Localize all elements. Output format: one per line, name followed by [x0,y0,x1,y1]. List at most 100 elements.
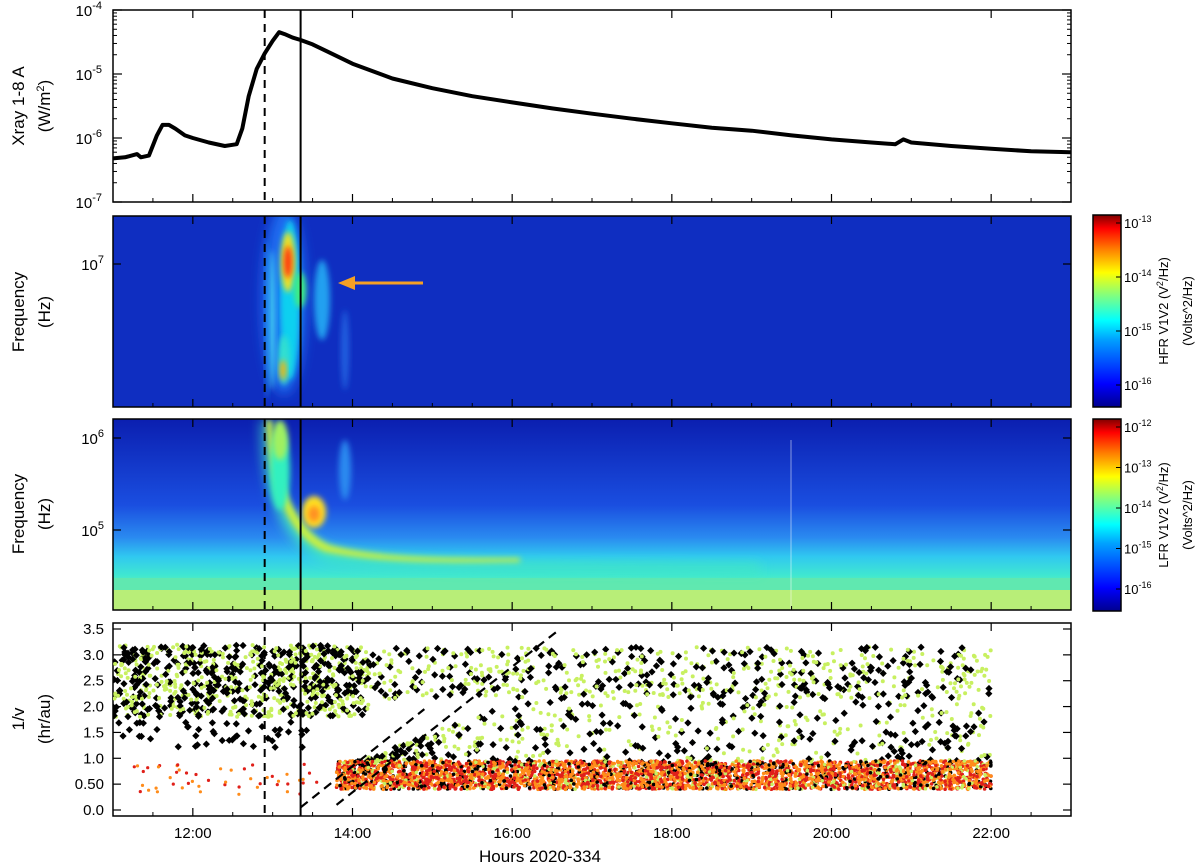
scatter-point [398,670,403,675]
scatter-point [338,783,342,788]
scatter-point [956,665,961,670]
scatter-point [202,740,210,748]
scatter-point [233,646,241,655]
scatter-point [640,683,645,688]
hfr-cb-tick-label: 10-14 [1124,268,1151,285]
scatter-point [440,668,445,673]
scatter-point [674,652,683,660]
scatter-point [920,687,924,692]
scatter-point [592,727,600,736]
scatter-point [865,662,870,667]
scatter-point [275,783,279,787]
scatter-point [271,726,279,734]
scatter-point [316,641,325,650]
scatter-point [604,727,608,732]
scatter-point [483,693,488,698]
scatter-point [230,676,235,681]
scatter-point [725,661,733,669]
scatter-point [389,658,394,663]
scatter-point [901,774,906,779]
scatter-point [687,693,695,701]
scatter-point [466,682,471,686]
scatter-point [506,760,511,765]
scatter-point [505,683,509,688]
scatter-point [687,784,691,788]
scatter-point [556,740,561,745]
scatter-point [889,657,897,665]
scatter-point [382,649,387,654]
scatter-point [174,693,182,702]
scatter-point [945,731,950,736]
scatter-point [847,688,851,693]
scatter-point [520,656,524,661]
scatter-point [302,677,310,686]
scatter-point [542,759,546,763]
scatter-point [165,662,173,670]
scatter-point [438,672,447,680]
scatter-point [790,668,798,676]
scatter-point [167,694,175,702]
scatter-point [247,685,252,690]
scatter-point [474,747,479,752]
scatter-point [505,645,510,650]
scatter-point [892,675,897,680]
scatter-point [989,760,993,765]
scatter-point [208,663,216,672]
scatter-point [951,652,959,660]
scatter-point [754,664,762,672]
scatter-point [914,688,922,697]
scatter-point [984,667,989,672]
scatter-point [848,684,853,689]
scatter-point [627,681,635,689]
scatter-point [124,658,133,666]
scatter-point [579,773,584,778]
scatter-point [210,730,218,738]
scatter-point [767,646,775,654]
scatter-point [512,665,520,673]
scatter-point [577,767,582,772]
scatter-point [211,658,216,662]
scatter-point [861,647,869,655]
scatter-point [231,653,239,661]
scatter-point [214,681,222,689]
scatter-point [741,666,746,671]
scatter-point [442,736,447,741]
scatter-point [345,696,350,701]
scatter-point [270,774,274,779]
scatter-point [867,664,876,672]
scatter-point [558,663,566,671]
scatter-point [857,770,862,775]
scatter-point [905,660,913,669]
scatter-point [466,648,475,657]
scatter-point [583,651,591,659]
scatter-point [516,749,520,754]
scatter-point [275,687,283,695]
scatter-point [812,677,820,685]
scatter-point [231,678,240,686]
scatter-point [731,675,736,680]
scatter-point [618,760,623,765]
scatter-point [859,653,864,658]
scatter-point [798,695,802,700]
scatter-point [387,696,392,701]
hfr-spectrogram [113,216,1071,407]
scatter-point [764,776,768,781]
scatter-point [626,739,631,744]
scatter-point [840,709,848,717]
scatter-point [923,786,928,791]
scatter-point [276,653,281,658]
scatter-point [195,711,203,719]
scatter-point [129,646,137,654]
scatter-point [901,688,906,693]
scatter-point [884,720,889,725]
scatter-point [858,723,863,728]
scatter-point [835,781,839,785]
scatter-point [141,658,150,666]
scatter-point [352,712,357,717]
scatter-point [229,664,237,673]
scatter-point [901,730,906,735]
scatter-point [239,740,248,748]
scatter-point [860,674,868,682]
scatter-point [596,760,600,765]
scatter-point [912,787,916,791]
